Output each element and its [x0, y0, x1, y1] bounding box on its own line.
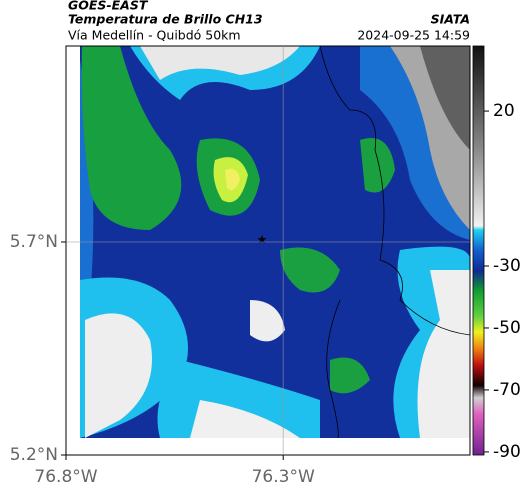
- satellite: GOES-EAST: [68, 0, 149, 13]
- colorbar-label: -70: [493, 380, 521, 400]
- lat-label: 5.7°N: [10, 232, 58, 252]
- map-frame: [65, 45, 471, 456]
- colorbar-label: -30: [493, 256, 521, 276]
- colorbar-label: -50: [493, 318, 521, 338]
- timestamp: 2024-09-25 14:59: [357, 28, 470, 43]
- city-marker: ★: [257, 233, 268, 247]
- colorbar-label: -90: [493, 442, 521, 462]
- lon-label: 76.8°W: [34, 467, 97, 487]
- colorbar-label: 20: [493, 101, 515, 121]
- source: SIATA: [431, 12, 470, 27]
- route: Vía Medellín - Quibdó 50km: [68, 28, 241, 43]
- colorbar: [472, 45, 485, 456]
- product: Temperatura de Brillo CH13: [68, 12, 263, 27]
- lat-label: 5.2°N: [10, 445, 58, 465]
- lon-label: 76.3°W: [252, 467, 315, 487]
